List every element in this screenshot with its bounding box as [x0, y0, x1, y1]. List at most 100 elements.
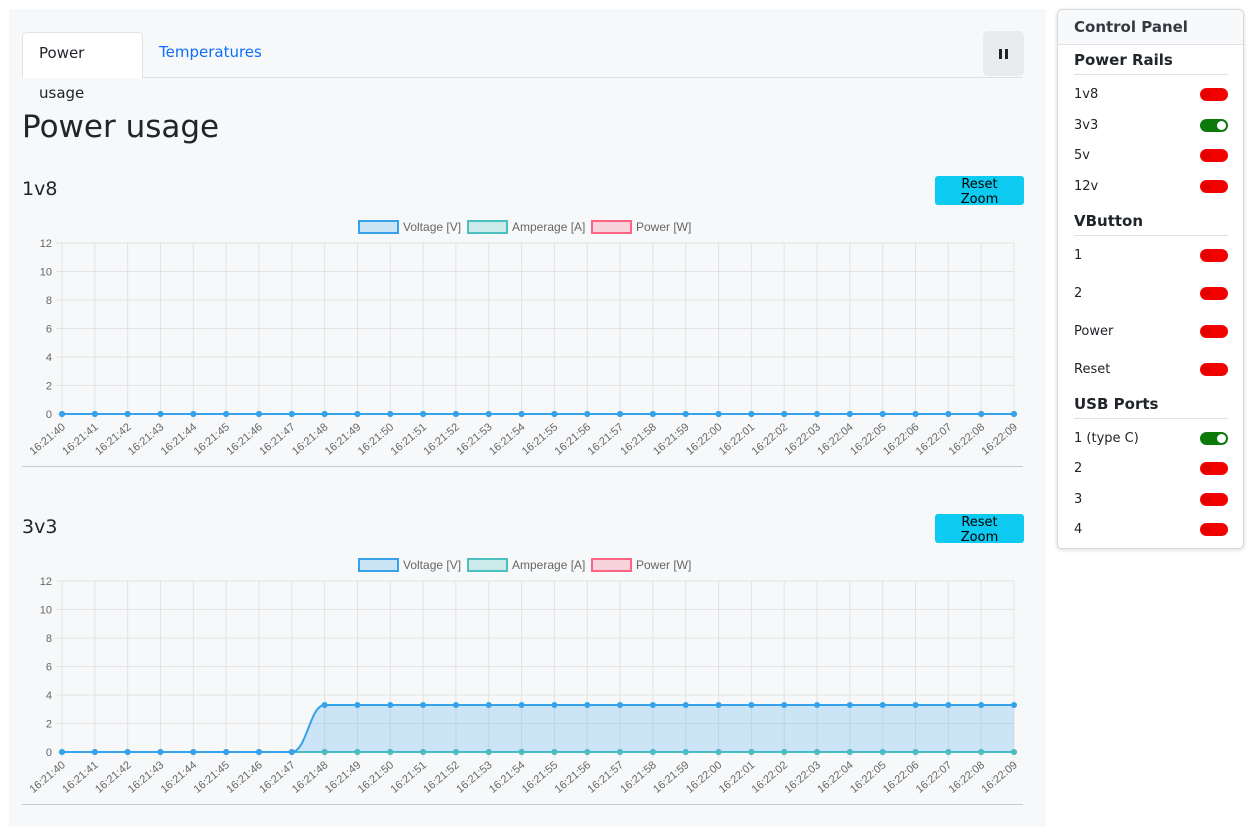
vbutton-power-toggle[interactable]: [1200, 324, 1228, 338]
data-point[interactable]: [1011, 749, 1017, 755]
rail-5v-toggle[interactable]: [1200, 148, 1228, 162]
data-point[interactable]: [91, 411, 98, 417]
data-point[interactable]: [288, 749, 295, 755]
data-point[interactable]: [649, 701, 656, 708]
data-point[interactable]: [584, 411, 591, 417]
usb-port-1-toggle[interactable]: [1200, 431, 1228, 445]
data-point[interactable]: [945, 411, 952, 417]
legend-item[interactable]: Voltage [V]: [358, 220, 461, 234]
pause-button[interactable]: [983, 31, 1024, 76]
data-point[interactable]: [978, 411, 985, 417]
data-point[interactable]: [485, 701, 492, 708]
data-point[interactable]: [551, 411, 558, 417]
reset-zoom-button[interactable]: Reset Zoom: [935, 176, 1024, 207]
data-point[interactable]: [682, 749, 689, 755]
data-point[interactable]: [59, 749, 65, 755]
data-point[interactable]: [420, 749, 427, 755]
data-point[interactable]: [354, 749, 361, 755]
data-point[interactable]: [452, 749, 459, 755]
data-point[interactable]: [912, 411, 919, 417]
tab-temperatures[interactable]: Temperatures: [159, 43, 262, 61]
data-point[interactable]: [846, 411, 853, 417]
data-point[interactable]: [879, 749, 886, 755]
data-point[interactable]: [945, 749, 952, 755]
legend-item[interactable]: Power [W]: [591, 220, 691, 234]
data-point[interactable]: [978, 749, 985, 755]
reset-zoom-button[interactable]: Reset Zoom: [935, 514, 1024, 545]
data-point[interactable]: [387, 749, 394, 755]
data-point[interactable]: [387, 411, 394, 417]
data-point[interactable]: [584, 749, 591, 755]
data-point[interactable]: [617, 701, 624, 708]
data-point[interactable]: [420, 701, 427, 708]
data-point[interactable]: [551, 749, 558, 755]
data-point[interactable]: [157, 411, 164, 417]
data-point[interactable]: [518, 701, 525, 708]
data-point[interactable]: [1011, 701, 1017, 708]
data-point[interactable]: [452, 411, 459, 417]
data-point[interactable]: [814, 749, 821, 755]
data-point[interactable]: [387, 701, 394, 708]
data-point[interactable]: [682, 701, 689, 708]
rail-1v8-toggle[interactable]: [1200, 87, 1228, 101]
data-point[interactable]: [190, 411, 197, 417]
data-point[interactable]: [879, 411, 886, 417]
data-point[interactable]: [617, 749, 624, 755]
usb-port-2-toggle[interactable]: [1200, 461, 1228, 475]
data-point[interactable]: [223, 749, 230, 755]
data-point[interactable]: [781, 411, 788, 417]
data-point[interactable]: [518, 749, 525, 755]
data-point[interactable]: [748, 749, 755, 755]
data-point[interactable]: [814, 701, 821, 708]
data-point[interactable]: [846, 701, 853, 708]
legend-item[interactable]: Amperage [A]: [467, 220, 585, 234]
data-point[interactable]: [255, 411, 262, 417]
data-point[interactable]: [91, 749, 98, 755]
data-point[interactable]: [649, 749, 656, 755]
data-point[interactable]: [59, 411, 65, 417]
data-point[interactable]: [223, 411, 230, 417]
data-point[interactable]: [288, 411, 295, 417]
usb-port-3-toggle[interactable]: [1200, 492, 1228, 506]
tab-power-usage[interactable]: Power usage: [22, 32, 143, 102]
data-point[interactable]: [452, 701, 459, 708]
data-point[interactable]: [321, 411, 328, 417]
data-point[interactable]: [715, 749, 722, 755]
vbutton-2-toggle[interactable]: [1200, 286, 1228, 300]
data-point[interactable]: [748, 701, 755, 708]
data-point[interactable]: [124, 749, 131, 755]
usb-port-4-toggle[interactable]: [1200, 522, 1228, 536]
rail-3v3-toggle[interactable]: [1200, 118, 1228, 132]
data-point[interactable]: [518, 411, 525, 417]
power-chart-1v8[interactable]: Voltage [V] Amperage [A] Power [W] 0 2 4 6 8 10 1…: [9, 206, 1046, 468]
data-point[interactable]: [551, 701, 558, 708]
data-point[interactable]: [617, 411, 624, 417]
data-point[interactable]: [157, 749, 164, 755]
data-point[interactable]: [912, 701, 919, 708]
data-point[interactable]: [354, 411, 361, 417]
data-point[interactable]: [846, 749, 853, 755]
data-point[interactable]: [321, 749, 328, 755]
data-point[interactable]: [682, 411, 689, 417]
vbutton-1-toggle[interactable]: [1200, 248, 1228, 262]
data-point[interactable]: [354, 701, 361, 708]
data-point[interactable]: [978, 701, 985, 708]
data-point[interactable]: [715, 701, 722, 708]
data-point[interactable]: [748, 411, 755, 417]
data-point[interactable]: [814, 411, 821, 417]
data-point[interactable]: [781, 749, 788, 755]
data-point[interactable]: [584, 701, 591, 708]
legend-item[interactable]: Power [W]: [591, 558, 691, 572]
data-point[interactable]: [485, 749, 492, 755]
data-point[interactable]: [420, 411, 427, 417]
data-point[interactable]: [1011, 411, 1017, 417]
data-point[interactable]: [945, 701, 952, 708]
data-point[interactable]: [255, 749, 262, 755]
data-point[interactable]: [649, 411, 656, 417]
data-point[interactable]: [124, 411, 131, 417]
data-point[interactable]: [879, 701, 886, 708]
data-point[interactable]: [715, 411, 722, 417]
vbutton-reset-toggle[interactable]: [1200, 362, 1228, 376]
data-point[interactable]: [912, 749, 919, 755]
power-chart-3v3[interactable]: Voltage [V] Amperage [A] Power [W] 0 2 4 6 8 10 1…: [9, 544, 1046, 806]
